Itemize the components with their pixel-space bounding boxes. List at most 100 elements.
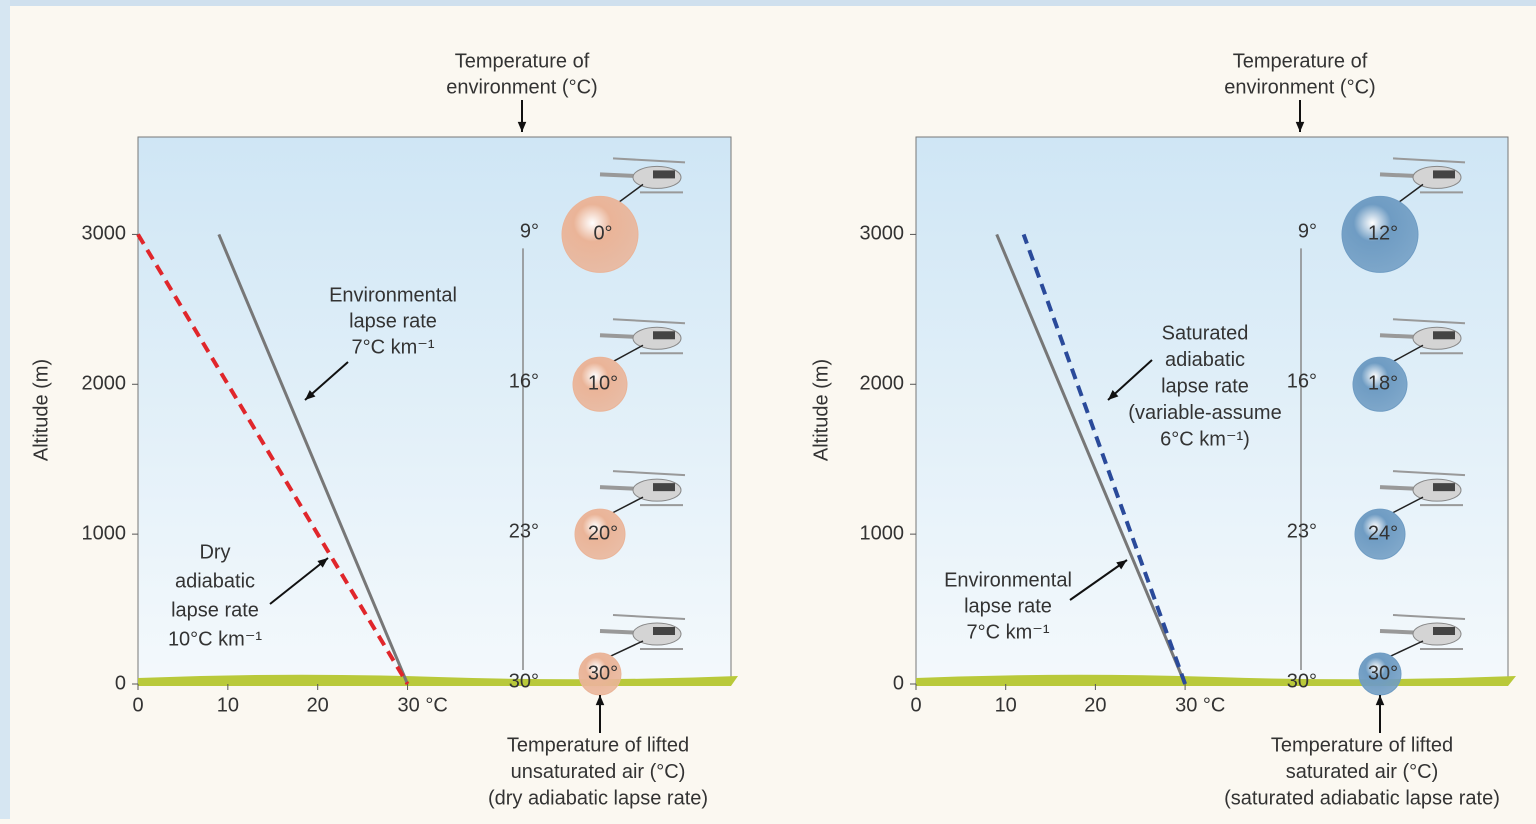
arrow-head — [1295, 121, 1305, 132]
series-label: adiabatic — [175, 570, 255, 592]
y-tick-label: 0 — [893, 672, 904, 694]
parcel-temperature: 20° — [588, 522, 618, 544]
y-tick-label: 3000 — [82, 223, 127, 245]
y-tick-label: 1000 — [860, 522, 905, 544]
helicopter-rotor — [1392, 614, 1466, 620]
arrow-head — [317, 558, 328, 568]
environment-temperature: 16° — [1287, 371, 1317, 393]
tether — [618, 183, 644, 203]
arrow — [1069, 559, 1128, 601]
lapse-rate-line — [1021, 233, 1187, 685]
series-label: Environmental — [329, 284, 457, 306]
x-tick-label: 30 °C — [398, 694, 448, 716]
bottom-caption: Temperature of lifted — [507, 734, 689, 756]
tether — [1392, 496, 1424, 514]
tether — [613, 344, 644, 362]
environment-temperature: 23° — [509, 520, 539, 542]
parcel-temperature: 30° — [1368, 662, 1398, 684]
y-tick-label: 0 — [115, 672, 126, 694]
environment-temperature: 30° — [1287, 670, 1317, 692]
helicopter-rotor — [612, 614, 686, 620]
helicopter-window — [1433, 331, 1455, 340]
series-label: 10°C km⁻¹ — [168, 628, 262, 650]
top-border — [0, 0, 1536, 6]
helicopter-rotor — [612, 157, 686, 164]
left-border — [0, 0, 10, 819]
y-tick-label: 2000 — [860, 373, 905, 395]
arrow-head — [1108, 390, 1119, 400]
top-caption: environment (°C) — [1224, 76, 1375, 98]
x-tick-label: 0 — [132, 694, 143, 716]
helicopter-window — [653, 483, 675, 492]
series-label: 7°C km⁻¹ — [967, 621, 1050, 643]
arrow-head — [305, 390, 316, 400]
air-parcel — [572, 356, 628, 412]
tether — [1393, 344, 1424, 362]
series-label: adiabatic — [1165, 349, 1245, 371]
tether — [610, 640, 644, 657]
helicopter-window — [1433, 483, 1455, 492]
helicopter-rotor — [612, 318, 686, 325]
parcel-temperature: 12° — [1368, 223, 1398, 245]
series-label: lapse rate — [171, 599, 259, 621]
helicopter-rotor — [1392, 157, 1466, 164]
series-label: Dry — [199, 541, 230, 563]
y-tick-label: 2000 — [82, 373, 127, 395]
parcel-temperature: 0° — [593, 223, 612, 245]
arrow — [269, 557, 329, 605]
air-parcel — [1352, 356, 1408, 412]
environment-temperature: 9° — [520, 221, 539, 243]
environment-temperature: 30° — [509, 670, 539, 692]
x-tick-label: 10 — [217, 694, 239, 716]
parcel-temperature: 24° — [1368, 522, 1398, 544]
arrow-head — [517, 121, 527, 132]
series-label: 6°C km⁻¹) — [1160, 428, 1250, 450]
x-tick-label: 20 — [1084, 694, 1106, 716]
series-label: Environmental — [944, 569, 1072, 591]
x-tick-label: 20 — [307, 694, 329, 716]
helicopter-rotor — [1392, 318, 1466, 325]
y-axis-label: Altitude (m) — [810, 359, 832, 461]
y-tick-label: 1000 — [82, 522, 127, 544]
arrow-head — [1375, 695, 1385, 706]
helicopter-window — [1433, 627, 1455, 635]
x-tick-label: 0 — [910, 694, 921, 716]
air-parcel — [1354, 508, 1406, 560]
tether — [612, 496, 644, 514]
series-label: lapse rate — [964, 595, 1052, 617]
parcel-temperature: 18° — [1368, 373, 1398, 395]
environment-temperature: 16° — [509, 371, 539, 393]
helicopter-rotor — [1392, 470, 1466, 477]
helicopter-window — [1433, 170, 1455, 179]
bottom-caption: Temperature of lifted — [1271, 734, 1453, 756]
top-caption: environment (°C) — [446, 76, 597, 98]
lapse-rate-line — [136, 233, 410, 686]
air-parcel — [1341, 195, 1419, 273]
top-caption: Temperature of — [1233, 50, 1368, 72]
series-label: Saturated — [1162, 322, 1249, 344]
bottom-caption: saturated air (°C) — [1286, 761, 1439, 783]
series-label: (variable-assume — [1128, 402, 1281, 424]
environment-temperature: 23° — [1287, 520, 1317, 542]
arrow-head — [1116, 560, 1127, 570]
environment-temperature: 9° — [1298, 221, 1317, 243]
tether — [1398, 183, 1424, 203]
bottom-caption: (dry adiabatic lapse rate) — [488, 787, 708, 809]
y-axis-label: Altitude (m) — [30, 359, 52, 461]
series-label: lapse rate — [349, 310, 437, 332]
helicopter-rotor — [612, 470, 686, 477]
helicopter-window — [653, 627, 675, 635]
helicopter-window — [653, 170, 675, 179]
top-caption: Temperature of — [455, 50, 590, 72]
x-tick-label: 30 °C — [1175, 694, 1225, 716]
y-tick-label: 3000 — [860, 223, 905, 245]
bottom-caption: unsaturated air (°C) — [511, 761, 686, 783]
tether — [1390, 640, 1424, 657]
parcel-temperature: 10° — [588, 373, 618, 395]
helicopter-window — [653, 331, 675, 340]
lapse-rate-line — [995, 233, 1187, 685]
air-parcel — [561, 195, 639, 273]
parcel-temperature: 30° — [588, 662, 618, 684]
